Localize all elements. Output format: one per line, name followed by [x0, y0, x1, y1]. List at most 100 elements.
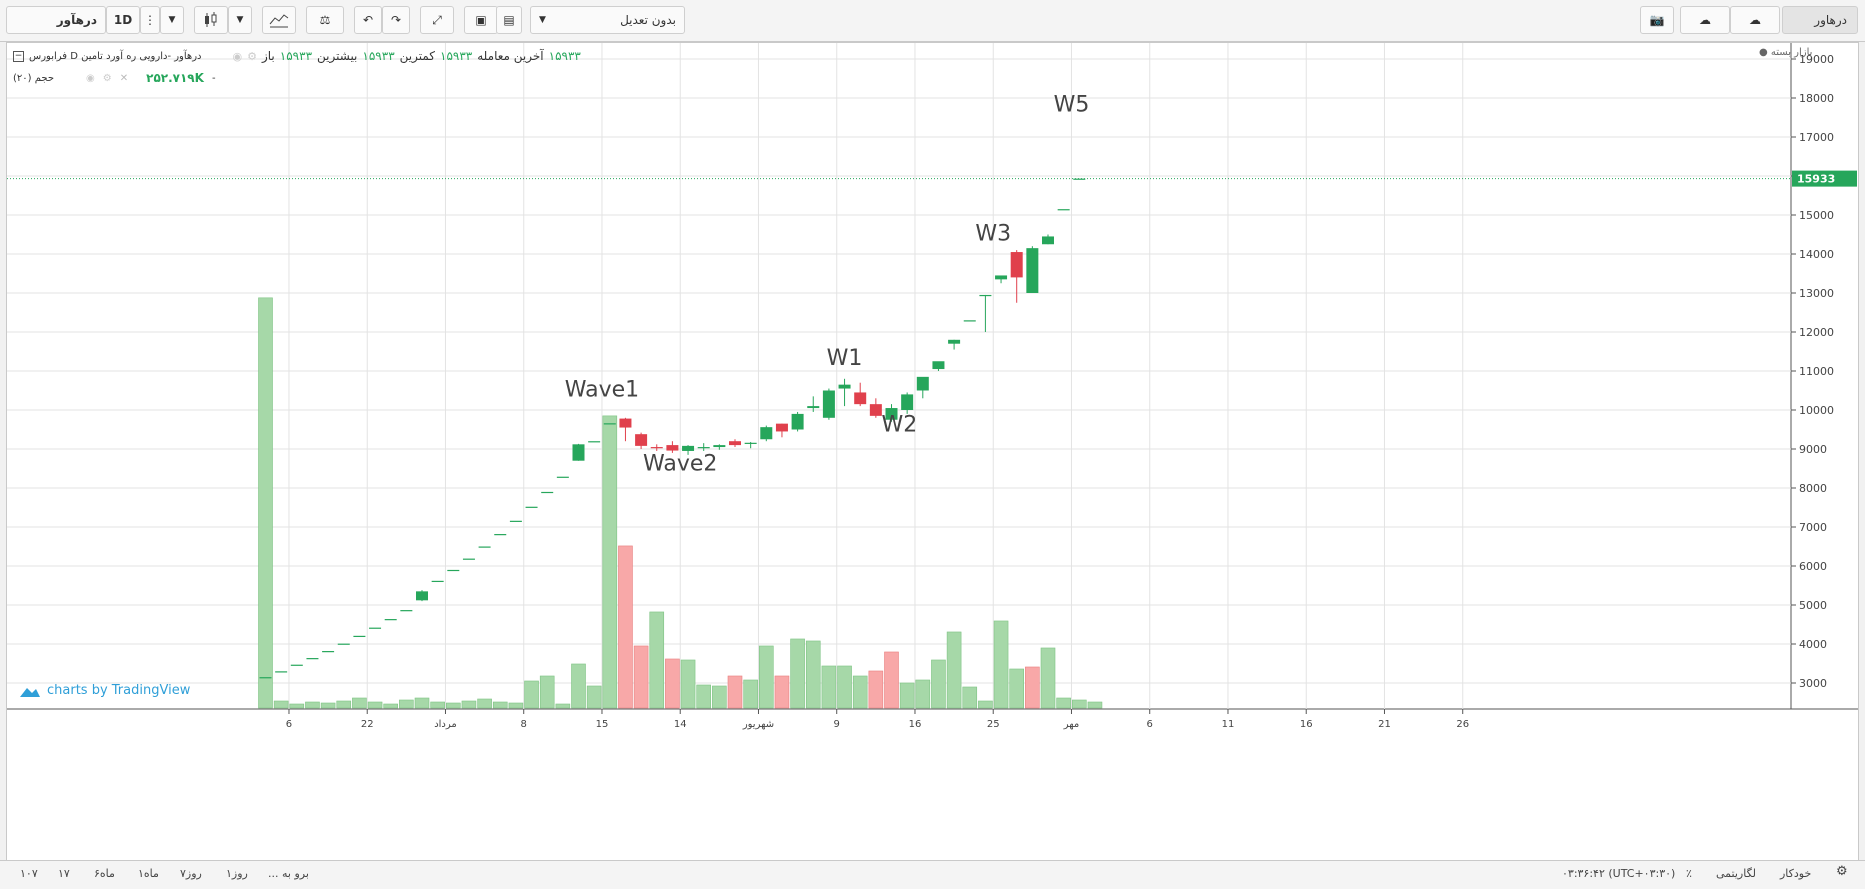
redo-icon[interactable]: ↷ — [382, 6, 410, 34]
symbol-search-input[interactable]: درهآور — [6, 6, 106, 34]
chevron-down-icon[interactable]: ▼ — [160, 6, 184, 34]
volume-bar — [868, 670, 884, 709]
volume-bar — [758, 645, 774, 709]
open-value: ۱۵۹۳۳ — [279, 49, 313, 63]
x-tick-label: 11 — [1222, 719, 1235, 730]
candles-icon[interactable] — [194, 6, 228, 34]
candle-body — [322, 651, 335, 653]
low-label: کمترین — [399, 49, 436, 63]
last-price-tag — [1792, 170, 1857, 187]
volume-bar — [1025, 666, 1040, 709]
compare-scale-icon[interactable]: ⚖ — [306, 6, 344, 34]
log-toggle[interactable]: لگاریتمی — [1716, 867, 1756, 880]
x-tick-label: شهریور — [742, 719, 774, 730]
range-6m[interactable]: ماه۶ — [94, 867, 115, 880]
volume-dash: - — [211, 72, 216, 84]
candle-body — [603, 423, 616, 425]
volume-bar — [352, 697, 367, 709]
candle-body — [572, 444, 585, 461]
volume-bar — [289, 703, 305, 709]
adjust-select[interactable]: ▼ بدون تعدیل — [530, 6, 685, 34]
volume-bar — [461, 700, 477, 709]
candle-body — [963, 320, 976, 322]
price-chart[interactable]: 3000 4000 5000 6000 7000 8000 9000 10000 11000 12… — [7, 43, 1858, 879]
undo-icon[interactable]: ↶ — [354, 6, 382, 34]
range-10y[interactable]: ۱۰۷ — [20, 867, 38, 880]
volume-bar — [336, 700, 352, 709]
x-tick-label: مرداد — [434, 719, 457, 730]
volume-close-icon[interactable]: ✕ — [119, 72, 129, 84]
range-1y[interactable]: ۱۷ — [58, 867, 70, 880]
x-tick-label: 16 — [909, 719, 922, 730]
volume-bar — [821, 665, 837, 709]
volume-bar — [571, 663, 586, 709]
top-toolbar: درهآور 1D ⋮ ▼ ▼ ⚖ ↶ ↷ ⤢ ▣ ▤ ▼ بدون تعدیل… — [0, 0, 1865, 42]
candle-body — [885, 408, 898, 420]
candle-body — [916, 376, 929, 391]
more-menu-icon[interactable]: ⋮ — [140, 6, 160, 34]
cloud-upload-icon[interactable]: ☁ — [1730, 6, 1780, 34]
volume-bar — [320, 702, 336, 709]
candle-body — [447, 569, 460, 572]
candle-body — [1073, 178, 1086, 180]
goto-date-button[interactable]: ... برو به — [268, 867, 309, 880]
y-tick-label: 7000 — [1799, 521, 1827, 534]
candle-body — [775, 423, 788, 432]
open-label: باز — [261, 49, 275, 63]
candle-body — [635, 434, 648, 446]
candle-body — [478, 546, 491, 548]
candle-body — [1057, 209, 1070, 211]
volume-bar — [258, 297, 273, 709]
range-1m[interactable]: ماه۱ — [138, 867, 159, 880]
wave-annotation: W5 — [1054, 93, 1090, 118]
range-7d[interactable]: روز۷ — [180, 867, 202, 880]
range-1d[interactable]: روز۱ — [226, 867, 248, 880]
x-tick-label: 14 — [674, 719, 687, 730]
x-tick-label: 8 — [521, 719, 527, 730]
volume-bar — [305, 701, 320, 709]
load-layout-icon[interactable]: ▤ — [496, 6, 522, 34]
breadcrumb[interactable]: درهاور — [1782, 6, 1858, 34]
volume-bar — [680, 659, 696, 709]
candle-body — [729, 441, 741, 446]
save-layout-icon[interactable]: ▣ — [464, 6, 498, 34]
chart-type-chevron-icon[interactable]: ▼ — [228, 6, 252, 34]
interval-button[interactable]: 1D — [106, 6, 140, 34]
volume-bar — [978, 700, 993, 709]
chart-container[interactable]: 3000 4000 5000 6000 7000 8000 9000 10000 11000 12… — [6, 42, 1859, 880]
indicators-icon[interactable] — [262, 6, 296, 34]
candle-body — [838, 384, 851, 389]
volume-bar — [790, 638, 805, 709]
camera-icon[interactable]: 📷 — [1640, 6, 1674, 34]
y-tick-label: 8000 — [1799, 482, 1827, 495]
volume-bar — [430, 701, 445, 709]
bottom-toolbar: ۱۰۷ ۱۷ ماه۶ ماه۱ روز۷ روز۱ ... برو به ۰۳… — [0, 860, 1865, 889]
wave-annotation: Wave1 — [565, 377, 639, 402]
volume-settings-icon[interactable]: ⚙ — [102, 72, 112, 84]
volume-bar — [727, 675, 743, 709]
x-tick-label: 21 — [1378, 719, 1391, 730]
volume-bar — [1056, 697, 1071, 709]
volume-eye-icon[interactable]: ◉ — [86, 72, 95, 84]
indicators-icon-svg — [269, 14, 289, 28]
collapse-icon[interactable]: − — [13, 50, 24, 62]
volume-bar — [837, 665, 852, 709]
symbol-label: درهآور — [56, 13, 97, 27]
percent-toggle[interactable]: ٪ — [1686, 867, 1692, 880]
cloud-download-icon[interactable]: ☁ — [1680, 6, 1730, 34]
y-tick-label: 5000 — [1799, 599, 1827, 612]
auto-toggle[interactable]: خودکار — [1780, 867, 1812, 880]
settings-gear-icon[interactable]: ⚙ — [1836, 864, 1848, 879]
y-tick-label: 15000 — [1799, 209, 1834, 222]
eye-icon[interactable]: ◉ — [232, 49, 243, 63]
candle-body — [650, 447, 663, 449]
candle-body — [1042, 236, 1054, 245]
volume-bar — [931, 659, 946, 709]
x-tick-label: 26 — [1456, 719, 1469, 730]
fullscreen-icon[interactable]: ⤢ — [420, 6, 454, 34]
tradingview-watermark[interactable]: charts by TradingView — [19, 683, 190, 698]
settings-icon[interactable]: ⚙ — [247, 49, 257, 63]
candle-body — [494, 534, 507, 536]
candle-body — [556, 476, 569, 478]
price-axis — [1791, 43, 1858, 709]
